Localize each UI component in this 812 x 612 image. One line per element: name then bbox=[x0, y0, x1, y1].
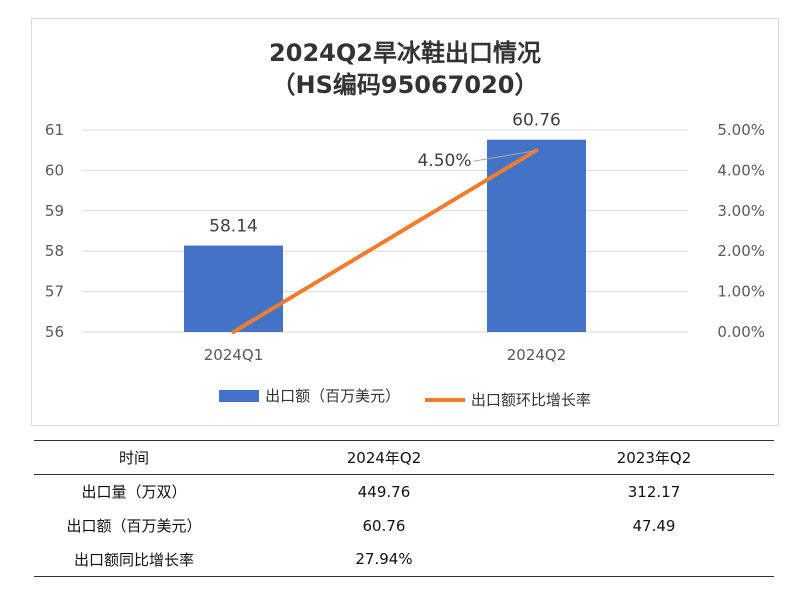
x-tick-label: 2024Q1 bbox=[204, 346, 264, 364]
y-right-tick-label: 5.00% bbox=[717, 121, 765, 139]
legend-item-line: 出口额环比增长率 bbox=[424, 389, 591, 410]
y-right-tick-label: 1.00% bbox=[717, 283, 765, 301]
bar bbox=[184, 245, 283, 332]
table-header-cell: 时间 bbox=[34, 440, 234, 475]
x-tick-label: 2024Q2 bbox=[507, 346, 567, 364]
table-cell bbox=[534, 542, 774, 577]
bar-data-label: 58.14 bbox=[209, 217, 258, 237]
line-data-label: 4.50% bbox=[417, 151, 471, 171]
chart-title-line1: 2024Q2旱冰鞋出口情况 bbox=[269, 39, 541, 67]
legend-swatch-line bbox=[424, 397, 465, 402]
chart-legend: 出口额（百万美元） 出口额环比增长率 bbox=[32, 385, 778, 410]
table-cell: 47.49 bbox=[632, 516, 676, 535]
y-right-tick-label: 0.00% bbox=[717, 323, 765, 341]
table-header-cell: 2023年Q2 bbox=[534, 440, 774, 475]
legend-label-bar: 出口额（百万美元） bbox=[265, 387, 401, 405]
y-left-tick-label: 57 bbox=[45, 283, 64, 301]
table-row: 出口额同比增长率 27.94% bbox=[34, 542, 774, 577]
line-series bbox=[231, 148, 539, 334]
table-cell: 出口额同比增长率 bbox=[34, 542, 234, 577]
legend-swatch-bar bbox=[219, 389, 260, 402]
bar-data-label: 60.76 bbox=[512, 111, 561, 131]
y-right-tick-label: 2.00% bbox=[717, 242, 765, 260]
table-cell: 449.76 bbox=[357, 482, 411, 501]
legend-item-bar: 出口额（百万美元） bbox=[219, 385, 400, 406]
y-left-tick-label: 60 bbox=[45, 161, 64, 179]
summary-table: 时间 2024年Q2 2023年Q2 出口量（万双） 449.76 312.17… bbox=[34, 440, 774, 577]
data-label-leader bbox=[473, 150, 533, 162]
y-right-tick-label: 4.00% bbox=[717, 161, 765, 179]
y-left-tick-label: 61 bbox=[45, 121, 64, 139]
table-cell: 27.94% bbox=[234, 542, 534, 577]
legend-label-line: 出口额环比增长率 bbox=[470, 391, 591, 409]
y-left-tick-label: 59 bbox=[45, 202, 64, 220]
table-row: 出口量（万双） 449.76 312.17 bbox=[34, 475, 774, 509]
table-row: 出口额（百万美元） 60.76 47.49 bbox=[34, 509, 774, 543]
chart-plot: 56 0.00% 57 1.00% 58 2.00% 59 3.00% 60 4.00% 61 5.0… bbox=[45, 111, 765, 364]
chart-title-line2: （HS编码95067020） bbox=[271, 71, 539, 99]
table-cell: 60.76 bbox=[362, 516, 406, 535]
y-right-tick-label: 3.00% bbox=[717, 202, 765, 220]
table-cell: 出口额（百万美元） bbox=[66, 517, 202, 535]
table-cell: 312.17 bbox=[627, 482, 681, 501]
bar bbox=[487, 139, 586, 332]
chart-container: 2024Q2旱冰鞋出口情况 （HS编码95067020） 56 0.00% 57 1.… bbox=[31, 18, 779, 426]
table-cell: 出口量（万双） bbox=[81, 483, 187, 502]
table-header-cell: 2024年Q2 bbox=[234, 440, 534, 475]
y-left-tick-label: 58 bbox=[45, 242, 64, 260]
y-left-tick-label: 56 bbox=[45, 323, 64, 341]
table-header-row: 时间 2024年Q2 2023年Q2 bbox=[34, 440, 774, 475]
